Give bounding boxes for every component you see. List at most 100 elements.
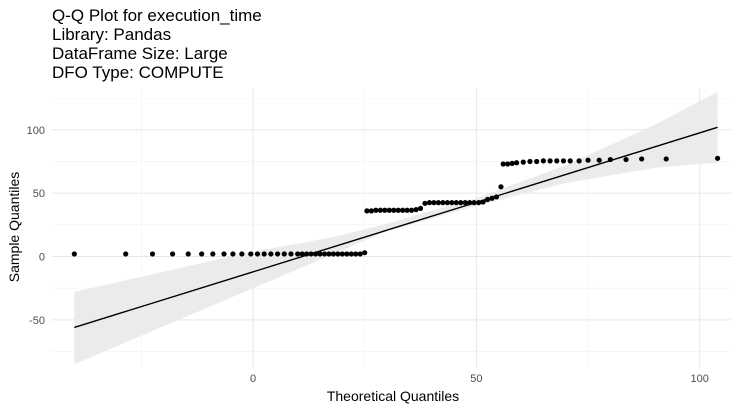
data-point (413, 207, 419, 213)
data-point (440, 200, 446, 206)
data-point (505, 161, 511, 167)
data-point (357, 251, 363, 257)
title-line-3: DataFrame Size: Large (52, 44, 228, 63)
data-point (585, 157, 591, 163)
data-point (344, 251, 350, 257)
data-point (386, 207, 392, 213)
data-point (480, 199, 486, 205)
y-tick-label: 50 (33, 188, 45, 200)
data-point (540, 158, 546, 164)
data-point (339, 251, 345, 257)
data-point (221, 251, 227, 257)
data-point (391, 207, 397, 213)
data-point (462, 200, 468, 206)
x-tick-label: 50 (470, 373, 482, 385)
data-point (321, 251, 328, 257)
data-point (498, 184, 504, 190)
data-point (199, 251, 205, 257)
data-point (382, 207, 388, 213)
data-point (362, 250, 368, 256)
data-point (348, 251, 354, 257)
data-point (527, 158, 533, 165)
data-point (317, 251, 323, 257)
data-point (268, 251, 274, 257)
data-point (509, 160, 515, 166)
data-point (489, 195, 495, 201)
x-axis-label: Theoretical Quantiles (327, 388, 459, 404)
data-point (639, 156, 645, 162)
data-point (395, 207, 401, 213)
data-point (623, 156, 629, 163)
title-line-4: DFO Type: COMPUTE (52, 63, 224, 82)
data-point (304, 251, 310, 257)
title-line-2: Library: Pandas (52, 25, 172, 44)
data-point (714, 155, 721, 161)
data-point (288, 251, 294, 257)
data-point (210, 251, 216, 257)
data-point (254, 251, 261, 257)
reference-line (74, 126, 718, 329)
y-axis-label: Sample Quantiles (6, 172, 22, 283)
x-tick-labels: 0 50 100 (250, 373, 709, 385)
data-point (534, 158, 540, 165)
data-point (554, 158, 560, 164)
data-point (449, 200, 455, 206)
data-point (422, 200, 428, 206)
data-point (458, 200, 464, 206)
data-point (607, 156, 613, 163)
major-gridlines (52, 88, 731, 368)
data-point (71, 251, 77, 257)
data-point (308, 251, 314, 257)
data-point (281, 251, 287, 257)
data-point (170, 251, 176, 257)
x-tick-label: 0 (250, 373, 256, 385)
data-point (368, 208, 374, 214)
data-point (453, 200, 459, 206)
data-point (493, 194, 500, 200)
data-point (230, 251, 236, 257)
data-point (404, 207, 410, 213)
data-point (123, 251, 129, 257)
y-tick-label: 0 (39, 252, 45, 264)
data-point (663, 156, 669, 162)
data-point (520, 159, 526, 165)
x-tick-label: 100 (691, 373, 709, 385)
data-point (330, 251, 337, 257)
data-point (299, 251, 305, 257)
data-point (560, 158, 567, 164)
data-point (312, 251, 319, 257)
data-point (467, 200, 473, 206)
data-point (596, 157, 602, 163)
data-point (326, 251, 332, 257)
data-point (400, 207, 406, 213)
data-point (364, 208, 370, 214)
data-point (417, 205, 424, 211)
data-point (484, 196, 491, 203)
y-tick-label: 100 (27, 125, 45, 137)
data-point (471, 200, 477, 206)
data-point (185, 251, 191, 257)
y-tick-label: -50 (29, 315, 45, 327)
title-line-1: Q-Q Plot for execution_time (52, 6, 262, 25)
data-point (567, 158, 573, 164)
data-point (377, 207, 383, 213)
data-point (295, 251, 301, 257)
y-tick-labels: -50 0 50 100 (27, 125, 45, 327)
data-point (239, 251, 245, 257)
data-point (248, 251, 254, 257)
data-point (476, 200, 482, 206)
data-point (335, 251, 341, 257)
data-point (426, 200, 433, 206)
data-point (353, 251, 359, 257)
data-point (576, 158, 582, 164)
data-point (513, 160, 520, 166)
data-point (435, 200, 442, 206)
data-point (261, 251, 267, 257)
data-point (444, 200, 450, 206)
data-point (149, 251, 156, 257)
data-point (431, 200, 437, 206)
data-point (409, 207, 415, 213)
data-point (547, 158, 553, 164)
data-point (274, 251, 281, 257)
